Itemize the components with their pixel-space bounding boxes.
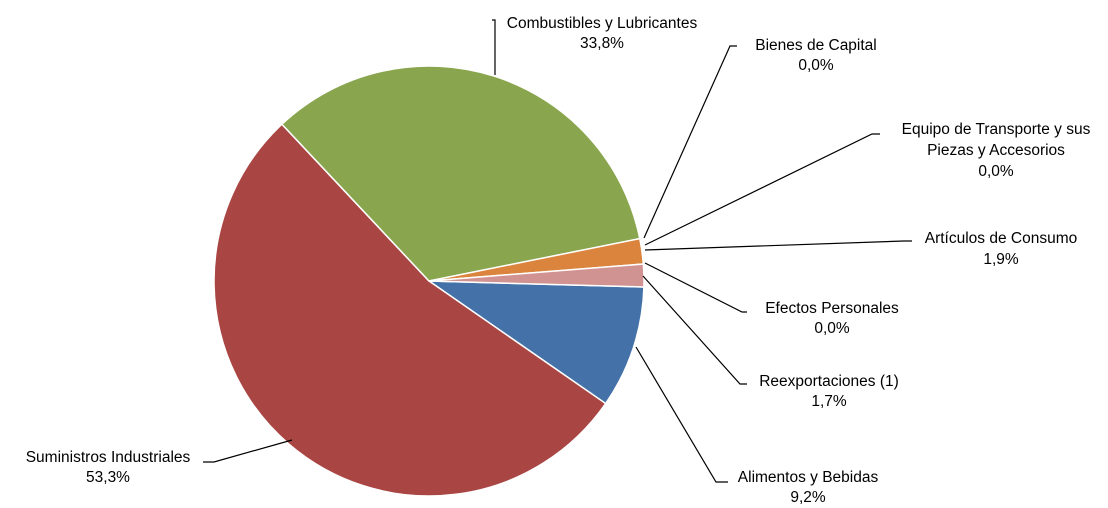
leader-line-articulos-de-consumo	[644, 240, 912, 251]
slice-labels: Alimentos y Bebidas 9,2% Suministros Indus…	[26, 15, 1091, 506]
slice-label-suministros-industriales: Suministros Industriales	[26, 449, 191, 466]
pie-slice-alimentos-y-bebidas	[426, 280, 645, 405]
slice-label-articulos-de-consumo: Artículos de Consumo	[925, 230, 1078, 247]
slice-label-bienes-de-capital: Bienes de Capital	[755, 37, 877, 54]
slice-label-efectos-personales: Efectos Personales	[765, 300, 899, 317]
leader-line-alimentos-y-bebidas	[635, 346, 728, 483]
slice-value-articulos-de-consumo: 1,9%	[983, 251, 1019, 268]
slice-value-suministros-industriales: 53,3%	[86, 469, 130, 486]
slice-label-equipo-de-transporte-y-sus-piezas-y-accesorios: Piezas y Accesorios	[927, 142, 1065, 159]
slice-label-equipo-de-transporte-y-sus-piezas-y-accesorios: Equipo de Transporte y sus	[902, 121, 1091, 138]
slice-value-bienes-de-capital: 0,0%	[798, 57, 834, 74]
slice-label-alimentos-y-bebidas: Alimentos y Bebidas	[738, 469, 879, 486]
pie-slice-reexportaciones-1	[428, 263, 645, 288]
leader-line-combustibles-y-lubricantes	[492, 19, 496, 75]
slice-label-reexportaciones-1: Reexportaciones (1)	[759, 373, 899, 390]
pie-slices	[213, 65, 645, 497]
slice-value-efectos-personales: 0,0%	[814, 320, 850, 337]
leader-line-bienes-de-capital	[643, 45, 737, 239]
slice-value-combustibles-y-lubricantes: 33,8%	[580, 35, 624, 52]
leader-line-reexportaciones-1	[642, 275, 747, 385]
leader-line-suministros-industriales	[203, 439, 293, 463]
slice-label-combustibles-y-lubricantes: Combustibles y Lubricantes	[507, 15, 698, 32]
pie-slice-suministros-industriales	[213, 123, 607, 497]
pie-slice-combustibles-y-lubricantes	[280, 65, 641, 282]
leader-lines	[203, 19, 912, 483]
slice-value-alimentos-y-bebidas: 9,2%	[790, 489, 826, 506]
leader-line-equipo-de-transporte-y-sus-piezas-y-accesorios	[644, 133, 880, 246]
leader-line-efectos-personales	[644, 262, 747, 313]
slice-value-reexportaciones-1: 1,7%	[811, 393, 847, 410]
slice-value-equipo-de-transporte-y-sus-piezas-y-accesorios: 0,0%	[978, 163, 1014, 180]
